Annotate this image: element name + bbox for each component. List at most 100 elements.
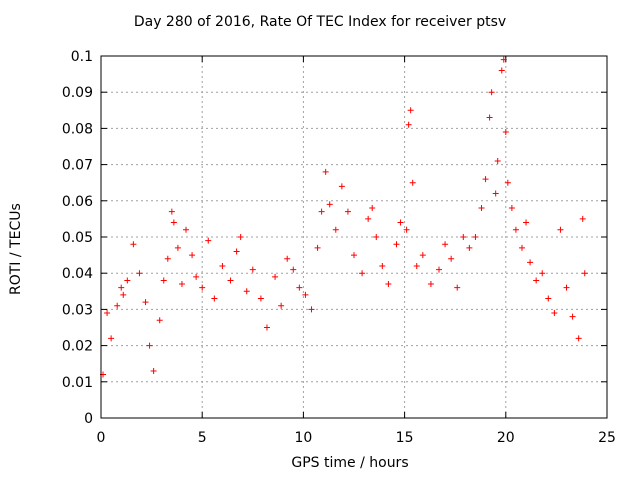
x-tick-label: 10	[294, 430, 312, 446]
data-point	[290, 266, 297, 273]
data-point	[492, 190, 499, 197]
data-point	[581, 270, 588, 277]
data-point	[130, 241, 137, 248]
grid	[101, 56, 607, 418]
x-tick-label: 25	[598, 430, 616, 446]
data-point	[237, 234, 244, 240]
data-point	[454, 284, 461, 291]
data-point	[533, 277, 540, 284]
data-point	[393, 241, 400, 248]
data-point	[189, 252, 196, 259]
data-point	[427, 281, 434, 288]
data-point	[407, 107, 414, 114]
data-point	[575, 335, 582, 342]
data-point	[373, 234, 380, 240]
data-point	[397, 219, 404, 226]
data-point	[569, 313, 576, 320]
y-tick-label: 0.05	[62, 230, 93, 246]
x-tick-label: 15	[396, 430, 414, 446]
data-point	[243, 288, 250, 295]
data-point	[436, 266, 443, 273]
data-point	[284, 255, 291, 262]
data-point	[108, 335, 115, 342]
data-point	[557, 226, 564, 233]
data-point	[409, 179, 416, 186]
data-point	[369, 205, 376, 212]
data-point	[302, 291, 309, 298]
data-point	[118, 284, 125, 291]
data-point	[114, 302, 121, 309]
data-point	[318, 208, 325, 215]
data-point	[379, 262, 386, 269]
data-point	[344, 208, 351, 215]
x-tick-label: 0	[97, 430, 106, 446]
data-point	[579, 215, 586, 222]
x-tick-label: 20	[497, 430, 515, 446]
y-tick-label: 0.07	[62, 158, 93, 174]
data-point	[545, 295, 552, 302]
data-point	[518, 244, 525, 251]
data-point	[233, 248, 240, 255]
data-point	[257, 295, 264, 302]
data-point	[488, 89, 495, 96]
data-point	[322, 168, 329, 175]
data-point	[351, 252, 357, 259]
data-point	[150, 367, 157, 374]
data-point	[168, 208, 175, 215]
data-point	[124, 277, 131, 284]
data-point	[170, 219, 177, 226]
data-point	[272, 273, 279, 280]
data-point	[199, 284, 206, 291]
data-point	[193, 273, 200, 280]
data-point	[478, 205, 485, 212]
data-point	[178, 281, 185, 288]
data-point	[512, 226, 519, 233]
data-point	[486, 114, 493, 121]
data-point	[249, 266, 256, 273]
data-point	[174, 244, 181, 251]
data-point	[472, 234, 479, 240]
data-point	[498, 67, 505, 74]
data-point	[278, 302, 285, 309]
y-tick-label: 0.09	[62, 85, 93, 101]
data-point	[460, 234, 467, 240]
data-point	[359, 270, 366, 277]
data-points	[100, 56, 588, 378]
data-point	[136, 270, 143, 277]
data-point	[104, 310, 111, 317]
data-point	[146, 342, 153, 349]
data-point	[385, 281, 392, 288]
y-tick-label: 0.04	[62, 266, 93, 282]
data-point	[494, 157, 501, 164]
data-point	[502, 129, 509, 136]
plot-frame	[100, 55, 608, 419]
data-point	[205, 237, 212, 244]
data-point	[120, 291, 127, 298]
data-point	[527, 259, 534, 266]
y-tick-label: 0	[84, 411, 93, 427]
chart-title: Day 280 of 2016, Rate Of TEC Index for r…	[133, 14, 507, 30]
data-point	[314, 244, 321, 251]
data-point	[508, 205, 515, 212]
data-point	[442, 241, 449, 248]
data-point	[332, 226, 339, 233]
data-point	[164, 255, 171, 262]
data-point	[183, 226, 190, 233]
data-point	[403, 226, 410, 233]
axis-ticks: 0 0.01 0.02 0.03 0.04 0.05 0.06 0.07 0.08 0.09 0.1…	[62, 49, 616, 446]
data-point	[227, 277, 234, 284]
x-tick-label: 5	[198, 430, 207, 446]
data-point	[160, 277, 167, 284]
y-tick-label: 0.01	[62, 375, 93, 391]
data-point	[211, 295, 218, 302]
data-point	[326, 201, 333, 208]
data-point	[338, 183, 345, 190]
data-point	[482, 176, 489, 183]
data-point	[466, 244, 473, 251]
data-point	[551, 310, 558, 317]
data-point	[419, 252, 426, 259]
data-point	[405, 121, 412, 128]
y-tick-label: 0.06	[62, 194, 93, 210]
data-point	[263, 324, 270, 331]
